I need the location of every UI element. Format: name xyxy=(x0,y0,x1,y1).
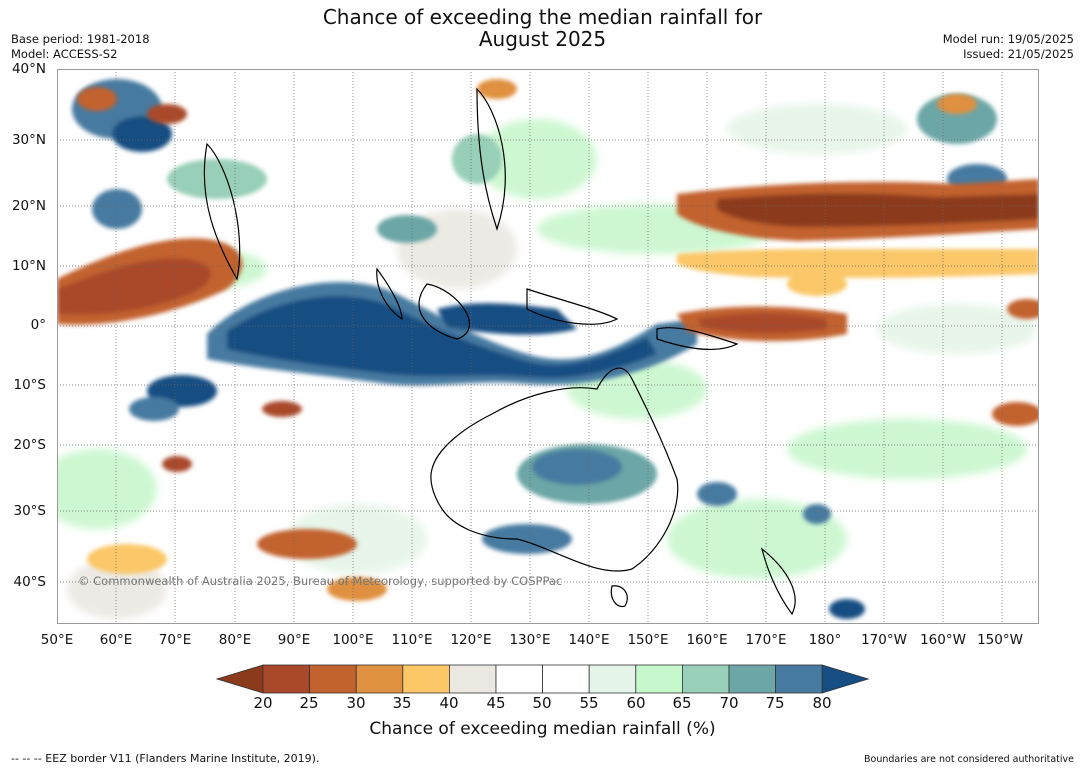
colorbar-tick-60: 60 xyxy=(626,694,646,712)
map-title-line2: August 2025 xyxy=(478,27,607,51)
lat-label-30n: 30°N xyxy=(11,132,46,148)
lon-label-60e: 60°E xyxy=(99,632,133,648)
colorbar-tick-65: 65 xyxy=(672,694,692,712)
colorbar xyxy=(216,664,870,694)
issued-date: Issued: 21/05/2025 xyxy=(963,47,1074,61)
meta-left: Base period: 1981-2018 Model: ACCESS-S2 xyxy=(11,32,150,62)
lat-label-equator: 0° xyxy=(30,317,46,333)
lon-label-140e: 140°E xyxy=(568,632,610,648)
eez-border-note: -- -- -- EEZ border V11 (Flanders Marine… xyxy=(11,752,320,765)
colorbar-segment xyxy=(309,664,357,694)
lon-label-70e: 70°E xyxy=(158,632,192,648)
colorbar-tick-35: 35 xyxy=(392,694,412,712)
colorbar-segment xyxy=(402,664,450,694)
lon-label-130e: 130°E xyxy=(509,632,551,648)
lon-label-50e: 50°E xyxy=(40,632,74,648)
lon-label-160e: 160°E xyxy=(686,632,728,648)
rainfall-map[interactable]: © Commonwealth of Australia 2025, Bureau… xyxy=(57,69,1039,624)
colorbar-tick-75: 75 xyxy=(765,694,785,712)
colorbar-tick-70: 70 xyxy=(719,694,739,712)
colorbar-tick-80: 80 xyxy=(812,694,832,712)
colorbar-tick-30: 30 xyxy=(346,694,366,712)
colorbar-segment xyxy=(542,664,590,694)
lat-label-40n: 40°N xyxy=(11,61,46,77)
lat-label-30s: 30°S xyxy=(13,503,47,519)
lon-label-90e: 90°E xyxy=(277,632,311,648)
colorbar-segment xyxy=(495,664,543,694)
copyright-notice: © Commonwealth of Australia 2025, Bureau… xyxy=(78,574,563,588)
lat-label-20n: 20°N xyxy=(11,198,46,214)
lon-label-120e: 120°E xyxy=(450,632,492,648)
colorbar-tick-50: 50 xyxy=(532,694,552,712)
colorbar-tick-55: 55 xyxy=(579,694,599,712)
colorbar-tick-25: 25 xyxy=(299,694,319,712)
colorbar-segment xyxy=(262,664,310,694)
map-svg xyxy=(57,69,1039,624)
meta-right: Model run: 19/05/2025 Issued: 21/05/2025 xyxy=(943,32,1074,62)
colorbar-segment xyxy=(588,664,637,694)
lon-label-170e: 170°E xyxy=(745,632,787,648)
model-name: Model: ACCESS-S2 xyxy=(11,47,118,61)
colorbar-segment xyxy=(448,664,497,694)
lat-label-20s: 20°S xyxy=(13,437,47,453)
map-title-line1: Chance of exceeding the median rainfall … xyxy=(322,5,763,29)
lon-label-110e: 110°E xyxy=(391,632,433,648)
colorbar-title: Chance of exceeding median rainfall (%) xyxy=(369,719,716,739)
colorbar-segment xyxy=(775,664,823,694)
colorbar-tick-40: 40 xyxy=(439,694,459,712)
lon-label-150e: 150°E xyxy=(627,632,669,648)
lon-label-80e: 80°E xyxy=(218,632,252,648)
model-run: Model run: 19/05/2025 xyxy=(942,32,1074,46)
colorbar-segment xyxy=(635,664,683,694)
lat-label-10s: 10°S xyxy=(13,377,47,393)
colorbar-extend-low xyxy=(216,664,264,694)
colorbar-segment xyxy=(728,664,776,694)
lon-label-180: 180° xyxy=(808,632,842,648)
lat-label-10n: 10°N xyxy=(11,258,46,274)
lon-label-170w: 170°W xyxy=(861,632,907,648)
lon-label-160w: 160°W xyxy=(920,632,966,648)
colorbar-tick-45: 45 xyxy=(486,694,506,712)
colorbar-extend-high xyxy=(821,664,870,694)
base-period: Base period: 1981-2018 xyxy=(11,32,150,46)
lon-label-150w: 150°W xyxy=(977,632,1023,648)
lon-label-100e: 100°E xyxy=(332,632,374,648)
boundaries-note: Boundaries are not considered authoritat… xyxy=(864,754,1074,765)
colorbar-tick-20: 20 xyxy=(253,694,273,712)
colorbar-segment xyxy=(355,664,404,694)
lat-label-40s: 40°S xyxy=(13,574,47,590)
colorbar-segment xyxy=(681,664,730,694)
